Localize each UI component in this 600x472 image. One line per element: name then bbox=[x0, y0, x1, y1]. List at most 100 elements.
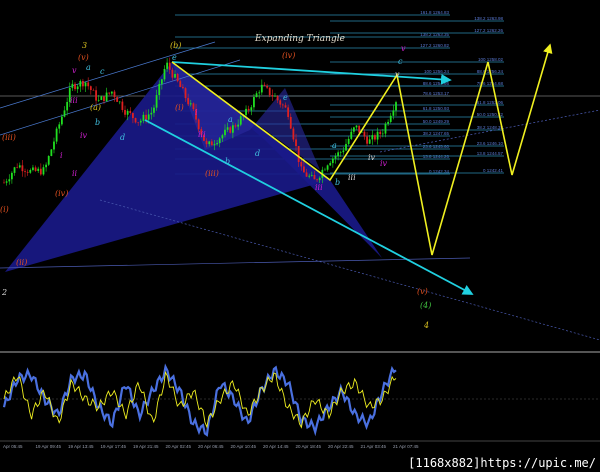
channel-line bbox=[379, 109, 600, 153]
candle bbox=[45, 164, 47, 168]
candle bbox=[197, 119, 200, 130]
fib-label: 38.2 1247.65 bbox=[423, 131, 450, 136]
candle bbox=[84, 82, 87, 87]
candle bbox=[95, 90, 97, 101]
candle bbox=[97, 99, 100, 101]
candle bbox=[124, 109, 126, 115]
wave-label: b bbox=[335, 178, 340, 187]
candle bbox=[303, 166, 305, 173]
candle bbox=[274, 96, 276, 97]
candle bbox=[255, 93, 258, 98]
candle bbox=[92, 90, 95, 91]
fib-label: 161.8 1264.83 bbox=[420, 10, 449, 15]
wave-label: b bbox=[225, 157, 230, 166]
candle bbox=[8, 179, 11, 182]
fib-label: 50.0 1249.29 bbox=[423, 119, 450, 124]
candle bbox=[176, 74, 179, 82]
candle bbox=[389, 115, 392, 122]
candle bbox=[189, 103, 192, 105]
candle bbox=[174, 74, 176, 78]
candle bbox=[292, 128, 295, 140]
candle bbox=[260, 84, 263, 93]
wave-label: d bbox=[120, 133, 125, 142]
candle bbox=[355, 125, 358, 128]
candle bbox=[337, 152, 340, 157]
fib-label: 23.6 1245.60 bbox=[423, 144, 450, 149]
wave-label: iv bbox=[380, 159, 388, 168]
candle bbox=[163, 68, 166, 80]
candle bbox=[110, 91, 113, 94]
candle bbox=[234, 125, 237, 127]
time-tick-label: 21 Apr 03:45 bbox=[361, 444, 387, 449]
candle bbox=[281, 104, 284, 106]
candle bbox=[37, 168, 40, 171]
fib-label: 13.8 1244.26 bbox=[423, 154, 450, 159]
candle bbox=[160, 79, 163, 84]
fib-label: 50.0 1250.22 bbox=[477, 112, 504, 117]
candle bbox=[82, 80, 84, 87]
candle bbox=[221, 135, 224, 139]
wave-label: b bbox=[95, 118, 100, 127]
candle bbox=[113, 91, 116, 98]
candle bbox=[142, 114, 145, 121]
candle bbox=[129, 110, 132, 114]
candle bbox=[47, 155, 50, 165]
channel-line bbox=[99, 199, 600, 341]
candle bbox=[247, 108, 250, 111]
candle bbox=[181, 87, 184, 89]
harmonic-pattern bbox=[5, 62, 382, 272]
wave-label: (ii) bbox=[16, 258, 27, 267]
time-tick-label: 19 Apr 13:45 bbox=[68, 444, 94, 449]
candle bbox=[63, 110, 66, 117]
time-tick-label: 20 Apr 22:45 bbox=[328, 444, 354, 449]
candle bbox=[368, 139, 371, 144]
candle bbox=[210, 141, 213, 146]
wave-label: iv bbox=[80, 131, 88, 140]
wave-label: (a) bbox=[90, 103, 101, 112]
candle bbox=[231, 125, 234, 133]
candle bbox=[21, 165, 24, 172]
candle bbox=[263, 84, 266, 86]
wave-label: v bbox=[72, 66, 77, 75]
candle bbox=[32, 167, 34, 170]
candle bbox=[310, 175, 313, 176]
fib-label: 0 1242.34 bbox=[429, 169, 450, 174]
candle bbox=[374, 135, 376, 140]
candle bbox=[268, 87, 271, 96]
channel-line bbox=[0, 59, 241, 136]
candle bbox=[87, 82, 90, 87]
candle bbox=[329, 163, 332, 166]
wave-label: (i) bbox=[0, 205, 9, 214]
wave-label: i bbox=[60, 151, 63, 160]
watermark: [1168x882]https://upic.me/ bbox=[408, 456, 596, 470]
time-tick-label: 20 Apr 18:45 bbox=[296, 444, 322, 449]
wave-label: (iv) bbox=[55, 189, 68, 198]
fib-label: 100 1258.02 bbox=[478, 57, 504, 62]
wave-label: iii bbox=[348, 173, 356, 182]
candle bbox=[105, 92, 108, 102]
candle bbox=[213, 144, 216, 146]
candle bbox=[245, 108, 247, 116]
wave-labels: 3(v)v a ciii(a)biv(iii)iii(iv)(i)(ii)2d(b)… bbox=[0, 41, 431, 330]
candle bbox=[313, 175, 316, 180]
candle bbox=[145, 114, 147, 120]
candle bbox=[363, 131, 366, 137]
candle bbox=[331, 158, 334, 164]
candle bbox=[295, 139, 297, 147]
candle bbox=[392, 110, 395, 116]
candle bbox=[224, 129, 226, 136]
candle bbox=[195, 109, 197, 120]
candle bbox=[308, 175, 311, 177]
candle bbox=[339, 152, 342, 153]
candle bbox=[103, 96, 105, 102]
wave-label: a bbox=[332, 141, 337, 150]
fib-label: 38.2 1248.38 bbox=[477, 125, 504, 130]
candle bbox=[318, 177, 321, 181]
fib-label: 23.6 1246.10 bbox=[477, 141, 504, 146]
candle bbox=[121, 101, 124, 110]
projection-path bbox=[171, 43, 553, 256]
candle bbox=[116, 97, 119, 102]
candle bbox=[342, 150, 345, 153]
upper-triangle-line bbox=[171, 61, 452, 85]
candle bbox=[16, 167, 19, 168]
